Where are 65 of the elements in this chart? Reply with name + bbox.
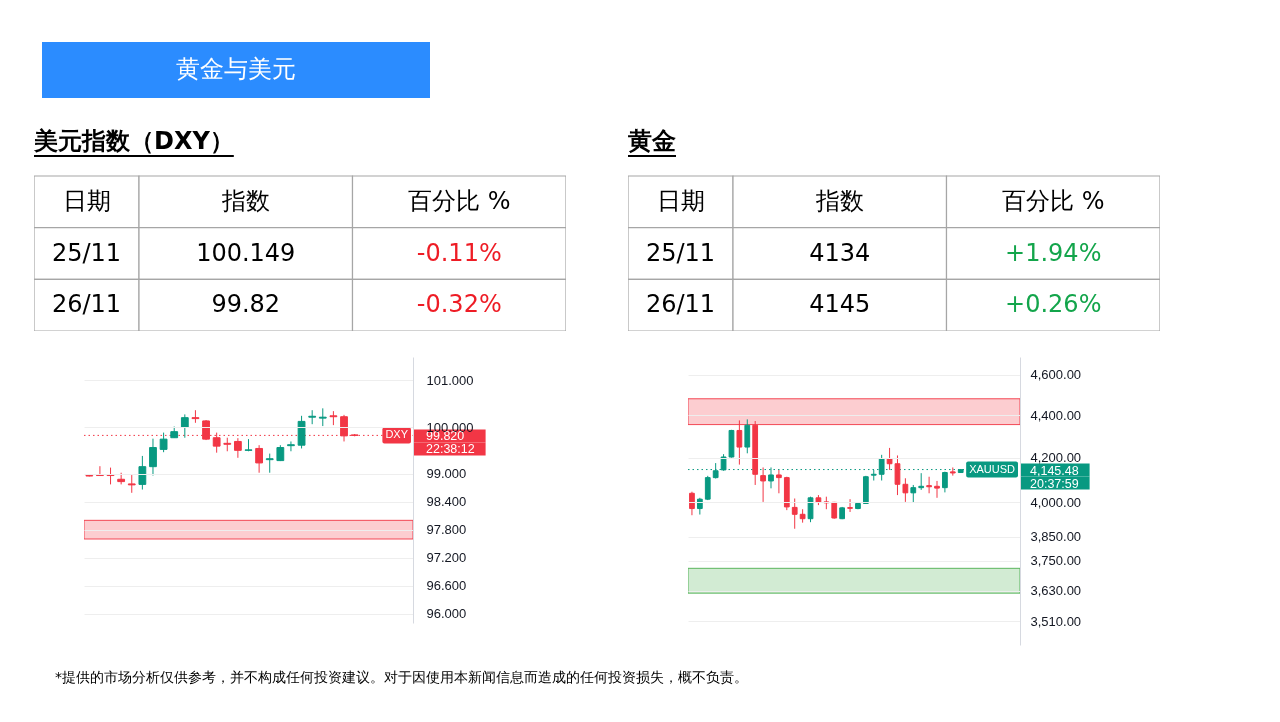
candlestick xyxy=(744,418,751,454)
candlestick xyxy=(287,440,295,452)
y-tick-label: 3,510.00 xyxy=(1030,613,1082,629)
y-tick-label: 96.600 xyxy=(426,578,467,594)
y-tick-label: 4,200.00 xyxy=(1030,450,1082,466)
candlestick xyxy=(704,475,711,501)
candlestick xyxy=(791,497,798,530)
data-label: -0.32% xyxy=(416,290,502,319)
candlestick xyxy=(340,414,348,442)
y-tick-label: 3,630.00 xyxy=(1030,583,1082,599)
y-tick-label: 3,850.00 xyxy=(1030,529,1082,545)
candlestick xyxy=(180,413,189,439)
y-tick-label: 98.400 xyxy=(426,494,467,510)
ref-line-label: DXY xyxy=(385,428,409,441)
y-tick-label: 26/11 xyxy=(645,290,716,319)
y-tick-label: 3,750.00 xyxy=(1030,553,1082,569)
data-label: 4145 xyxy=(809,290,871,319)
candlestick xyxy=(776,469,782,494)
candlestick xyxy=(760,466,766,503)
candlestick xyxy=(736,419,743,466)
candlestick xyxy=(902,477,909,503)
y-axis-title: 日期 xyxy=(62,186,111,215)
y-tick-label: 26/11 xyxy=(51,290,122,319)
candlestick xyxy=(297,415,306,449)
data-label: +1.94% xyxy=(1005,238,1102,267)
y-tick-label: 4,400.00 xyxy=(1030,407,1082,423)
candlestick xyxy=(934,480,940,499)
y-tick-label: 25/11 xyxy=(51,238,122,267)
candlestick xyxy=(233,437,242,459)
chart-title: 美元指数（DXY） xyxy=(33,127,234,155)
candlestick xyxy=(265,453,274,474)
candlestick xyxy=(926,476,932,494)
ref-line-label: XAUUSD xyxy=(969,462,1016,475)
y-tick-label: 4,000.00 xyxy=(1030,494,1082,510)
x-tick-label: 百分比 % xyxy=(408,186,511,215)
y-tick-label: 101.000 xyxy=(426,372,474,388)
x-tick-label: 指数 xyxy=(220,186,270,215)
candlestick xyxy=(138,455,147,491)
x-tick-label: 指数 xyxy=(814,186,864,215)
text: 20:37:59 xyxy=(1030,476,1079,491)
text: *提供的市场分析仅供参考，并不构成任何投资建议。对于因使用本新闻信息而造成的任何投资损失，概不负责。 xyxy=(55,669,748,685)
candlestick xyxy=(847,498,853,513)
candlestick xyxy=(255,444,264,474)
data-label: -0.11% xyxy=(416,238,502,267)
data-label: +0.26% xyxy=(1005,290,1102,319)
y-tick-label: 99.000 xyxy=(426,466,467,482)
y-tick-label: 97.800 xyxy=(426,522,467,538)
candlestick xyxy=(942,471,948,493)
candlestick xyxy=(159,432,168,453)
text: 22:38:12 xyxy=(426,442,475,457)
candlestick xyxy=(689,491,695,516)
data-label: 4134 xyxy=(809,238,871,267)
x-tick-label: 百分比 % xyxy=(1002,186,1105,215)
y-tick-label: 96.000 xyxy=(426,606,467,622)
candlestick xyxy=(149,438,157,477)
data-label: 99.82 xyxy=(211,290,281,319)
y-tick-label: 97.200 xyxy=(426,550,467,566)
y-tick-label: 25/11 xyxy=(645,238,716,267)
y-tick-label: 4,600.00 xyxy=(1030,367,1082,383)
candlestick xyxy=(117,472,126,485)
data-label: 100.149 xyxy=(196,238,296,267)
chart-title: 黄金 xyxy=(627,127,676,155)
text: 黄金与美元 xyxy=(176,55,296,83)
text: 4,145.48 xyxy=(1030,463,1079,478)
y-axis-title: 日期 xyxy=(656,186,705,215)
